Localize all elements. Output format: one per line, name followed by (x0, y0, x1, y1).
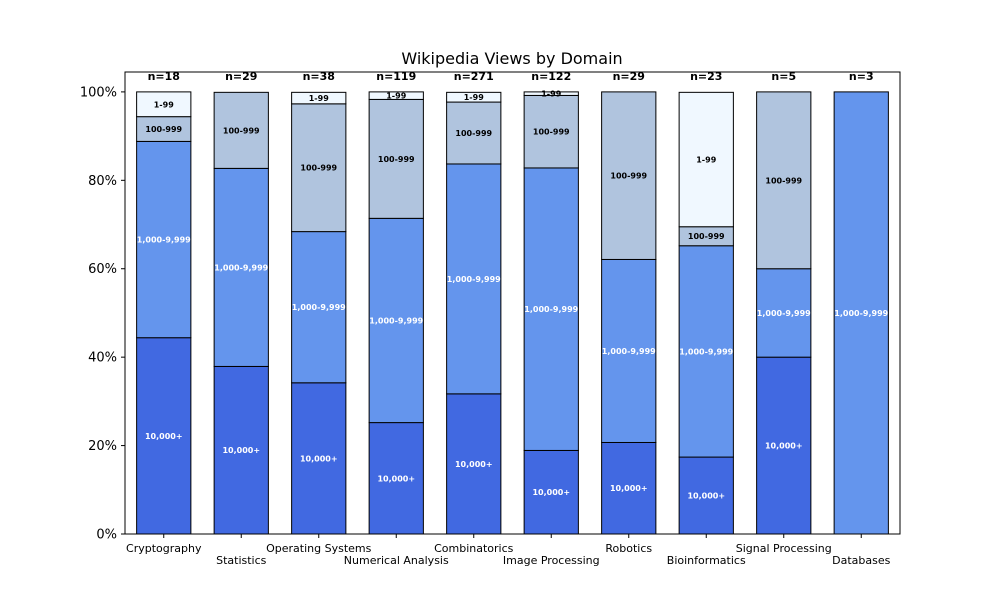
count-label: n=5 (771, 70, 796, 83)
segment-label: 1,000-9,999 (214, 263, 268, 272)
bar-segment (291, 231, 347, 384)
segment-label: 100-999 (300, 164, 337, 173)
bar-segment (523, 94, 579, 169)
segment-label: 10,000+ (610, 484, 648, 493)
bar-segment (678, 456, 734, 535)
bar-segment (368, 217, 424, 424)
count-label: n=18 (148, 70, 180, 83)
segment-label: 10,000+ (532, 488, 570, 497)
segment-label: 10,000+ (455, 460, 493, 469)
segment-label: 1-99 (696, 156, 716, 165)
segment-label: 1,000-9,999 (679, 347, 733, 356)
bar-segment (368, 422, 424, 535)
y-tick-label: 100% (80, 85, 117, 100)
y-tick-label: 40% (88, 351, 117, 366)
segment-label: 1-99 (541, 90, 561, 99)
chart-title: Wikipedia Views by Domain (401, 49, 622, 68)
x-tick-label: Image Processing (503, 554, 600, 567)
segment-label: 1,000-9,999 (292, 303, 346, 312)
segment-label: 100-999 (688, 232, 725, 241)
x-tick-label: Bioinformatics (667, 554, 746, 567)
segment-label: 100-999 (378, 155, 415, 164)
y-tick-label: 80% (88, 174, 117, 189)
segment-label: 1-99 (154, 100, 174, 109)
bar-segment (368, 98, 424, 219)
x-tick-label: Numerical Analysis (344, 554, 449, 567)
segment-label: 1,000-9,999 (524, 305, 578, 314)
bar-segment (756, 268, 812, 358)
bar-segment (291, 103, 347, 233)
bar-segment (523, 167, 579, 451)
plot-frame (124, 71, 901, 535)
x-tick-label: Cryptography (126, 542, 202, 555)
bar-segment (523, 449, 579, 535)
bar-segment (213, 91, 269, 169)
bar-segment (756, 356, 812, 535)
bar-segment (136, 116, 192, 142)
y-tick-label: 20% (88, 439, 117, 454)
count-label: n=29 (613, 70, 645, 83)
segment-label: 10,000+ (377, 474, 415, 483)
x-tick-label: Robotics (605, 542, 652, 555)
segment-label: 100-999 (145, 125, 182, 134)
count-label: n=38 (303, 70, 335, 83)
x-tick-label: Databases (832, 554, 890, 567)
count-label: n=3 (849, 70, 874, 83)
y-tick-label: 60% (88, 262, 117, 277)
segment-label: 1-99 (386, 92, 406, 101)
count-label: n=271 (454, 70, 494, 83)
bar-segment (678, 245, 734, 458)
bar-segment (213, 167, 269, 367)
segment-label: 1,000-9,999 (834, 309, 888, 318)
segment-label: 100-999 (533, 128, 570, 137)
bar-segment (213, 365, 269, 535)
segment-label: 1-99 (309, 94, 329, 103)
bar-segment (291, 382, 347, 535)
segment-label: 1-99 (464, 93, 484, 102)
bar-segment (601, 91, 657, 260)
plot-area: 0% 20% 40% 60% 80% 100% 10,000+ 1,000-9,999 100-… (80, 70, 901, 567)
bar-segment (291, 91, 347, 105)
bar-segment (446, 163, 502, 395)
bar-segment (601, 258, 657, 443)
segment-label: 1,000-9,999 (602, 347, 656, 356)
count-label: n=29 (225, 70, 257, 83)
x-tick-label: Operating Systems (266, 542, 372, 555)
segment-label: 10,000+ (222, 446, 260, 455)
count-label: n=119 (376, 70, 416, 83)
x-tick-label: Statistics (216, 554, 267, 567)
bar-segment (136, 140, 192, 339)
bar-segment (446, 91, 502, 103)
segment-label: 100-999 (765, 176, 802, 185)
count-label: n=23 (690, 70, 722, 83)
x-tick-label: Signal Processing (736, 542, 832, 555)
segment-label: 10,000+ (300, 454, 338, 463)
segment-label: 1,000-9,999 (447, 275, 501, 284)
bar-segment (601, 441, 657, 535)
bar-segment (523, 91, 579, 96)
x-tick-label: Combinatorics (434, 542, 514, 555)
bar-segment (756, 91, 812, 270)
y-tick-label: 0% (96, 528, 117, 543)
count-label: n=122 (531, 70, 571, 83)
bar-segment (678, 91, 734, 228)
segment-label: 10,000+ (687, 492, 725, 501)
bar-segment (136, 91, 192, 118)
segment-label: 1,000-9,999 (137, 236, 191, 245)
segment-label: 1,000-9,999 (369, 316, 423, 325)
segment-label: 10,000+ (765, 442, 803, 451)
bar-segment (368, 91, 424, 100)
segment-label: 1,000-9,999 (757, 309, 811, 318)
segment-label: 100-999 (223, 126, 260, 135)
bar-segment (446, 101, 502, 165)
segment-label: 10,000+ (145, 432, 183, 441)
bar-segment (833, 91, 889, 535)
segment-label: 100-999 (610, 172, 647, 181)
segment-label: 100-999 (455, 129, 492, 138)
